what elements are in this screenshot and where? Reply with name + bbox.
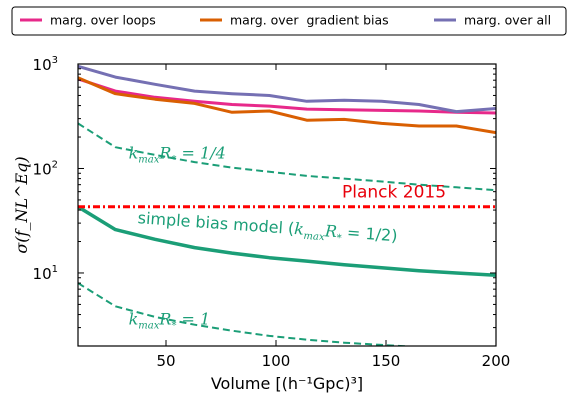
x-axis-label: Volume [(h⁻¹Gpc)³]: [211, 374, 363, 393]
y-tick-label: 102: [33, 159, 58, 178]
annotation-quarter: kmaxR* = 1/4: [129, 143, 226, 165]
annotation-one: kmaxR* = 1: [129, 310, 211, 332]
series-line-5: [78, 282, 418, 346]
legend-label: marg. over all: [464, 13, 551, 28]
legend-label: marg. over loops: [50, 13, 156, 28]
y-tick-label: 103: [33, 55, 58, 74]
series-line-2: [78, 64, 496, 114]
legend: marg. over loops marg. over gradient bias…: [11, 6, 567, 36]
series-line-4: [78, 122, 496, 192]
legend-frame: [11, 6, 567, 36]
x-tick-label: 100: [262, 352, 291, 370]
annotation-planck: Planck 2015: [342, 182, 446, 202]
x-tick-label: 50: [156, 352, 175, 370]
y-tick-label: 101: [33, 264, 58, 283]
series-line-3: [78, 205, 496, 278]
legend-label: marg. over gradient bias: [230, 13, 389, 28]
plot-frame: [77, 63, 497, 347]
x-tick-label: 150: [372, 352, 401, 370]
x-tick-label: 200: [482, 352, 511, 370]
series-line-0: [78, 77, 496, 115]
series-line-1: [78, 76, 496, 135]
y-axis-label: σ(f_NL^Eq): [12, 156, 31, 253]
